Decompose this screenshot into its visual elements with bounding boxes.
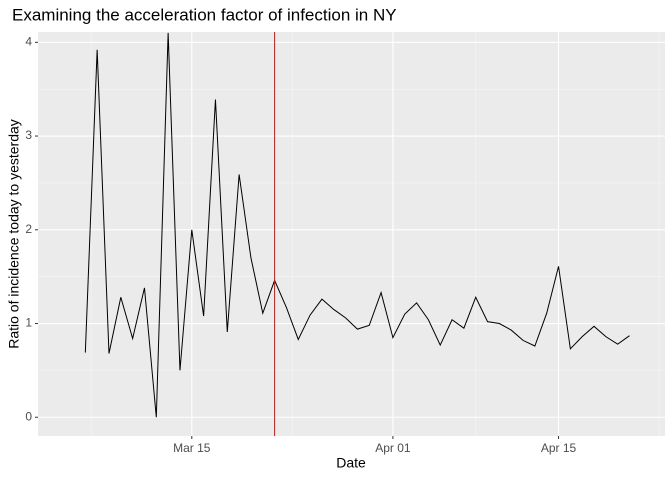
- y-tick-label: 4: [25, 34, 32, 48]
- y-tick-label: 3: [25, 128, 32, 142]
- x-tick-label: Apr 15: [541, 441, 577, 455]
- y-axis-label: Ratio of incidence today to yesterday: [6, 119, 22, 349]
- x-axis-label: Date: [336, 455, 366, 471]
- line: [84, 32, 630, 418]
- x-tick-label: Apr 01: [375, 441, 411, 455]
- y-tick-label: 1: [25, 316, 32, 330]
- x-tick-label: Mar 15: [173, 441, 211, 455]
- y-tick-label: 0: [25, 409, 32, 423]
- y-tick-label: 2: [25, 222, 32, 236]
- plot-panel: [38, 32, 665, 436]
- chart-title: Examining the acceleration factor of inf…: [12, 5, 397, 24]
